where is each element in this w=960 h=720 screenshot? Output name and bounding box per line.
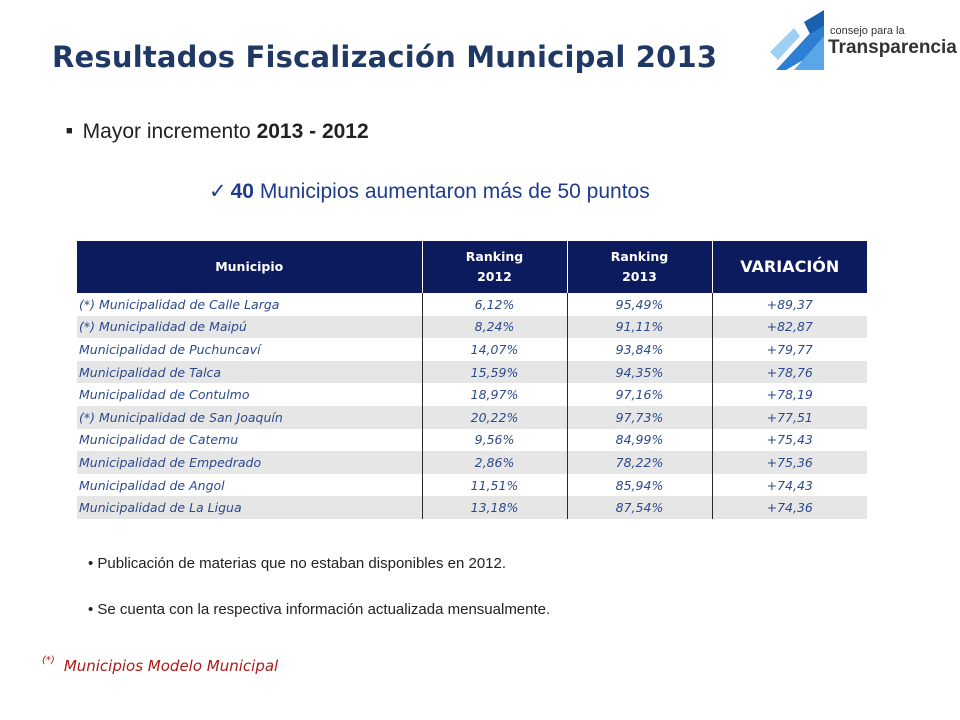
cell-ranking-2012: 8,24% [422,315,568,339]
table-row: Municipalidad de Empedrado 2,86% 78,22% +75… [77,451,867,474]
cell-municipio: Municipalidad de Puchuncaví [77,338,423,361]
col-header-municipio: Municipio [77,241,423,293]
page-title: Resultados Fiscalización Municipal 2013 [52,40,718,74]
cell-variacion: +77,51 [712,405,867,429]
footnote-mark: (*) [42,655,55,666]
cell-ranking-2012: 2,86% [422,451,568,474]
cell-municipio: (*) Municipalidad de Calle Larga [77,293,423,316]
cell-municipio: Municipalidad de Empedrado [77,451,423,474]
checkmark-icon: ✓ [209,180,227,203]
cell-municipio: Municipalidad de Catemu [77,428,423,452]
table-row: Municipalidad de Catemu 9,56% 84,99% +75,43 [77,428,867,452]
table-row: (*) Municipalidad de Calle Larga 6,12% 95,… [77,293,867,316]
square-bullet-icon: ■ [66,125,73,137]
cell-ranking-2013: 85,94% [567,473,713,497]
cell-municipio: (*) Municipalidad de San Joaquín [77,405,423,429]
footnote-text: Municipios Modelo Municipal [63,657,279,675]
logo-text-big: Transparencia [828,37,957,58]
cell-ranking-2013: 95,49% [567,293,713,316]
cell-ranking-2013: 91,11% [567,315,713,339]
table-header-row: Municipio Ranking 2012 Ranking 2013 VARIAC… [77,241,867,293]
cell-variacion: +89,37 [712,293,867,316]
cell-variacion: +78,76 [712,360,867,384]
table-row: Municipalidad de La Ligua 13,18% 87,54% +74… [77,496,867,519]
cell-ranking-2012: 15,59% [422,360,568,384]
cell-municipio: Municipalidad de Contulmo [77,383,423,406]
cell-ranking-2013: 97,73% [567,405,713,429]
bullet-text: Mayor incremento [82,120,251,143]
cell-ranking-2012: 9,56% [422,428,568,452]
cell-variacion: +74,36 [712,496,867,519]
table-row: Municipalidad de Contulmo 18,97% 97,16% +78… [77,383,867,406]
table-row: Municipalidad de Angol 11,51% 85,94% +74,43 [77,473,867,497]
table-row: (*) Municipalidad de San Joaquín 20,22% 97… [77,405,867,429]
table-row: Municipalidad de Puchuncaví 14,07% 93,84% +… [77,338,867,361]
cell-ranking-2012: 20,22% [422,405,568,429]
cell-ranking-2013: 87,54% [567,496,713,519]
col-header-variacion: VARIACIÓN [712,241,867,293]
check-bullet-text: Municipios aumentaron más de 50 puntos [259,180,650,203]
logo-text-small: consejo para la [830,25,905,37]
col-header-ranking-2013: Ranking 2013 [567,241,713,293]
cell-ranking-2012: 11,51% [422,473,568,497]
cell-ranking-2013: 93,84% [567,338,713,361]
footnote: (*) Municipios Modelo Municipal [42,655,278,675]
cell-variacion: +82,87 [712,315,867,339]
cell-ranking-2012: 6,12% [422,293,568,316]
cell-ranking-2013: 94,35% [567,360,713,384]
cell-variacion: +75,43 [712,428,867,452]
table-row: Municipalidad de Talca 15,59% 94,35% +78,76 [77,360,867,384]
note-informacion: • Se cuenta con la respectiva informació… [88,601,551,618]
consejo-transparencia-logo [770,10,824,70]
cell-variacion: +74,43 [712,473,867,497]
cell-municipio: Municipalidad de Angol [77,473,423,497]
bullet-mayor-incremento: ■ Mayor incremento 2013 - 2012 [66,120,369,144]
cell-variacion: +75,36 [712,451,867,474]
cell-ranking-2013: 78,22% [567,451,713,474]
cell-municipio: (*) Municipalidad de Maipú [77,315,423,339]
cell-ranking-2012: 13,18% [422,496,568,519]
cell-variacion: +79,77 [712,338,867,361]
cell-variacion: +78,19 [712,383,867,406]
cell-ranking-2013: 84,99% [567,428,713,452]
cell-municipio: Municipalidad de La Ligua [77,496,423,519]
cell-ranking-2012: 14,07% [422,338,568,361]
cell-municipio: Municipalidad de Talca [77,360,423,384]
note-publicacion: • Publicación de materias que no estaban… [88,555,507,572]
col-header-ranking-2012: Ranking 2012 [422,241,568,293]
table-row: (*) Municipalidad de Maipú 8,24% 91,11% +82… [77,315,867,339]
cell-ranking-2012: 18,97% [422,383,568,406]
municipios-count: 40 [230,180,254,203]
check-bullet-line: ✓ 40 Municipios aumentaron más de 50 punt… [209,179,650,204]
cell-ranking-2013: 97,16% [567,383,713,406]
results-table: Municipio Ranking 2012 Ranking 2013 VARIAC… [77,241,867,519]
bullet-years: 2013 - 2012 [256,120,369,143]
